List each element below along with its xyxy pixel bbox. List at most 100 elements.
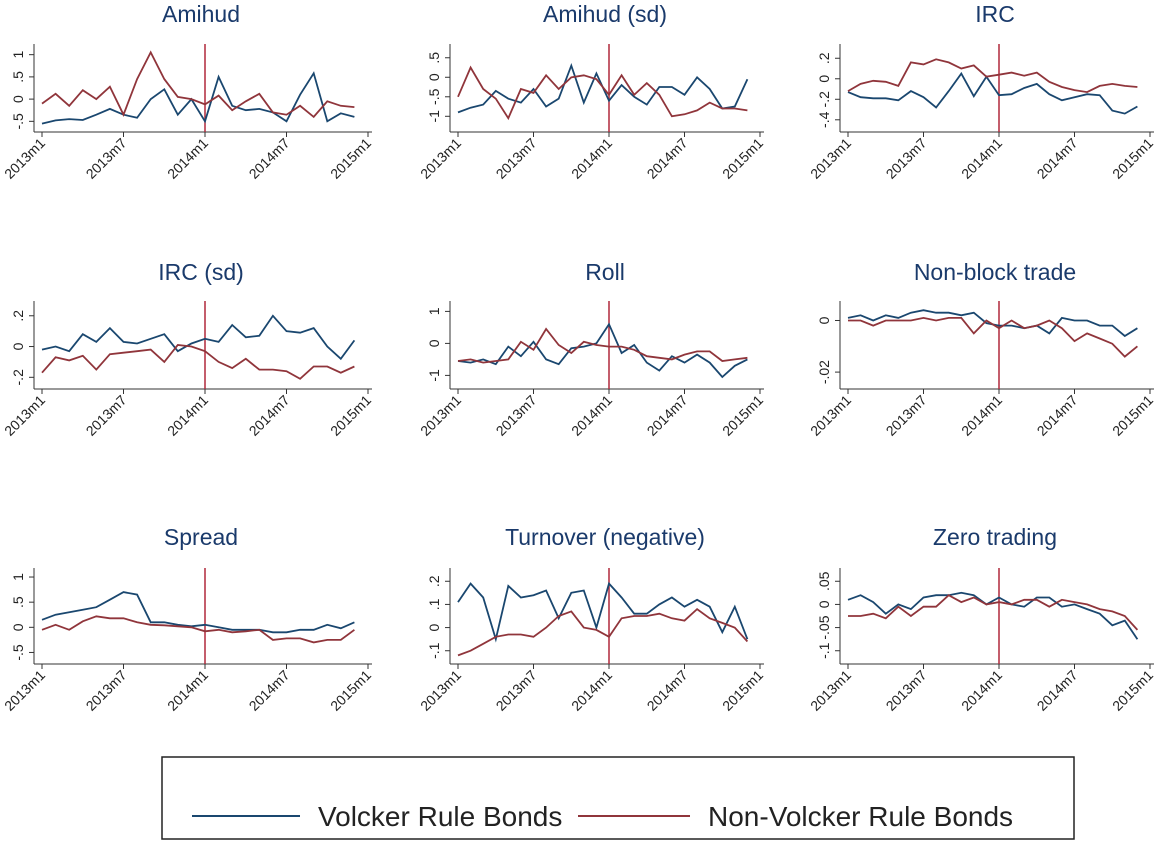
x-tick-label: 2013m7 xyxy=(493,135,540,182)
chart-title: Amihud xyxy=(162,1,240,27)
legend-box xyxy=(161,756,1075,840)
chart-title: Roll xyxy=(585,259,625,285)
series-line xyxy=(41,50,355,119)
x-tick-label: 2014m1 xyxy=(958,667,1005,714)
y-tick-label: -.5 xyxy=(426,88,442,105)
x-tick-label: 2013m7 xyxy=(83,667,130,714)
y-tick-label: 0 xyxy=(426,73,442,81)
x-tick-label: 2013m1 xyxy=(807,135,854,182)
series-line xyxy=(847,309,1138,338)
x-tick-label: 2015m1 xyxy=(1109,135,1156,182)
x-tick-label: 2014m7 xyxy=(1034,667,1081,714)
x-tick-label: 2014m7 xyxy=(246,135,293,182)
legend-label: Non-Volcker Rule Bonds xyxy=(708,801,1013,832)
x-tick-label: 2014m7 xyxy=(1034,135,1081,182)
x-tick-label: 2013m1 xyxy=(807,392,854,439)
y-tick-label: -.5 xyxy=(10,113,26,130)
series-line xyxy=(847,591,1139,640)
x-tick-label: 2013m7 xyxy=(493,667,540,714)
series-line xyxy=(457,322,748,379)
x-tick-label: 2013m1 xyxy=(417,667,464,714)
x-tick-label: 2013m1 xyxy=(1,667,48,714)
y-tick-label: 0 xyxy=(10,342,26,350)
y-tick-label: .5 xyxy=(426,52,442,64)
x-tick-label: 2014m7 xyxy=(246,667,293,714)
series-line xyxy=(457,65,748,121)
x-tick-label: 2014m1 xyxy=(164,392,211,439)
x-tick-label: 2013m1 xyxy=(807,667,854,714)
x-tick-label: 2014m7 xyxy=(644,392,691,439)
x-tick-label: 2015m1 xyxy=(327,135,374,182)
x-tick-label: 2013m1 xyxy=(417,392,464,439)
y-tick-label: 0 xyxy=(10,95,26,103)
y-tick-label: 0 xyxy=(816,316,832,324)
y-tick-label: -.1 xyxy=(816,642,832,659)
x-tick-label: 2013m1 xyxy=(417,135,464,182)
x-tick-label: 2014m1 xyxy=(568,667,615,714)
y-tick-label: .2 xyxy=(816,52,832,64)
x-tick-label: 2013m7 xyxy=(83,135,130,182)
x-tick-label: 2015m1 xyxy=(719,135,766,182)
series-line xyxy=(847,58,1138,94)
y-tick-label: -1 xyxy=(426,369,442,382)
x-tick-label: 2013m1 xyxy=(1,135,48,182)
x-tick-label: 2013m7 xyxy=(83,392,130,439)
y-tick-label: .2 xyxy=(10,310,26,322)
y-tick-label: 1 xyxy=(10,573,26,581)
x-tick-label: 2014m1 xyxy=(164,135,211,182)
chart-title: Amihud (sd) xyxy=(543,1,667,27)
x-tick-label: 2013m7 xyxy=(493,392,540,439)
y-tick-label: 1 xyxy=(10,51,26,59)
x-tick-label: 2015m1 xyxy=(327,667,374,714)
x-tick-label: 2014m7 xyxy=(1034,392,1081,439)
series-line xyxy=(848,594,1139,631)
x-tick-label: 2014m1 xyxy=(958,135,1005,182)
series-line xyxy=(457,607,749,657)
legend-label: Volcker Rule Bonds xyxy=(318,801,562,832)
x-tick-label: 2014m7 xyxy=(644,667,691,714)
x-tick-label: 2014m7 xyxy=(644,135,691,182)
series-line xyxy=(41,71,355,125)
x-tick-label: 2013m7 xyxy=(883,392,930,439)
x-tick-label: 2013m7 xyxy=(883,135,930,182)
x-tick-label: 2015m1 xyxy=(327,392,374,439)
series-line xyxy=(457,581,749,643)
y-tick-label: 0 xyxy=(426,339,442,347)
y-tick-label: -1 xyxy=(426,110,442,123)
series-line xyxy=(41,314,356,361)
y-tick-label: 1 xyxy=(426,307,442,315)
x-tick-label: 2014m7 xyxy=(246,392,293,439)
series-line xyxy=(847,71,1138,115)
chart-title: Spread xyxy=(164,524,238,550)
y-tick-label: -.05 xyxy=(816,615,832,639)
y-tick-label: .05 xyxy=(816,571,832,591)
chart-title: IRC xyxy=(975,1,1015,27)
y-tick-label: -.5 xyxy=(10,644,26,661)
x-tick-label: 2013m7 xyxy=(883,667,930,714)
series-line xyxy=(41,344,355,380)
y-tick-label: -.02 xyxy=(816,360,832,384)
series-line xyxy=(848,316,1138,358)
series-line xyxy=(41,591,355,634)
y-tick-label: 0 xyxy=(816,600,832,608)
x-tick-label: 2015m1 xyxy=(719,392,766,439)
x-tick-label: 2014m1 xyxy=(568,392,615,439)
y-tick-label: 0 xyxy=(10,623,26,631)
series-line xyxy=(457,327,748,364)
y-tick-label: -.4 xyxy=(816,111,832,128)
chart-title: Zero trading xyxy=(933,524,1057,550)
y-tick-label: -.2 xyxy=(816,91,832,108)
x-tick-label: 2014m1 xyxy=(958,392,1005,439)
y-tick-label: .5 xyxy=(10,71,26,83)
x-tick-label: 2014m1 xyxy=(568,135,615,182)
y-tick-label: -.2 xyxy=(10,369,26,386)
x-tick-label: 2015m1 xyxy=(1109,667,1156,714)
chart-title: IRC (sd) xyxy=(158,259,244,285)
x-tick-label: 2013m1 xyxy=(1,392,48,439)
x-tick-label: 2014m1 xyxy=(164,667,211,714)
y-tick-label: 0 xyxy=(816,75,832,83)
y-tick-label: .2 xyxy=(426,575,442,587)
x-tick-label: 2015m1 xyxy=(1109,392,1156,439)
chart-title: Non-block trade xyxy=(914,259,1076,285)
